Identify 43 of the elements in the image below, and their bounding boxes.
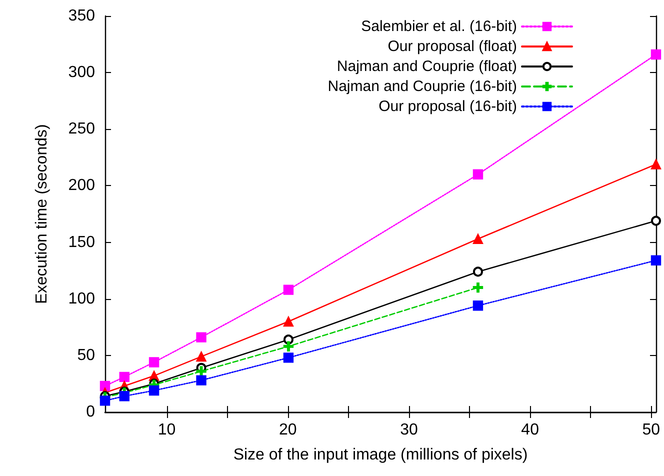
- point: [196, 351, 206, 362]
- point: [196, 375, 206, 386]
- point: [472, 266, 483, 277]
- y-tick-label: 100: [68, 290, 96, 308]
- y-axis-title: Execution time (seconds): [34, 124, 50, 304]
- y-tick-label: 300: [68, 64, 96, 82]
- legend-label: Our proposal (16-bit): [378, 98, 517, 115]
- x-tick-label: 40: [521, 422, 540, 438]
- point: [100, 396, 110, 406]
- y-tick-label: 350: [68, 8, 96, 24]
- point: [283, 352, 294, 363]
- point: [472, 169, 484, 180]
- x-axis-title: Size of the input image (millions of pixels): [233, 446, 528, 464]
- point: [119, 372, 130, 382]
- point: [283, 341, 294, 352]
- point: [650, 159, 662, 170]
- point: [472, 234, 484, 244]
- point: [119, 391, 130, 402]
- legend-label: Our proposal (float): [388, 38, 517, 55]
- point: [283, 316, 294, 327]
- x-tick-label: 20: [278, 422, 297, 438]
- point: [148, 385, 160, 396]
- x-tick-label: 30: [400, 422, 418, 438]
- point: [472, 300, 484, 311]
- point: [196, 366, 206, 376]
- legend-label: Salembier et al. (16-bit): [361, 18, 517, 35]
- point: [650, 49, 662, 60]
- x-tick-label: 50: [642, 422, 660, 438]
- legend-label: Najman and Couprie (float): [336, 58, 517, 75]
- point: [472, 282, 484, 293]
- x-tick-label: 10: [158, 422, 176, 438]
- y-tick-label: 50: [77, 346, 96, 364]
- point: [283, 284, 294, 295]
- y-tick-label: 200: [68, 177, 96, 194]
- y-tick-label: 0: [86, 404, 96, 420]
- legend-label: Najman and Couprie (16-bit): [328, 78, 517, 95]
- point: [196, 332, 206, 342]
- point: [651, 216, 661, 226]
- point: [148, 357, 160, 368]
- point: [100, 380, 110, 392]
- y-tick-label: 250: [68, 120, 96, 138]
- y-tick-label: 150: [68, 234, 96, 251]
- point: [650, 255, 662, 266]
